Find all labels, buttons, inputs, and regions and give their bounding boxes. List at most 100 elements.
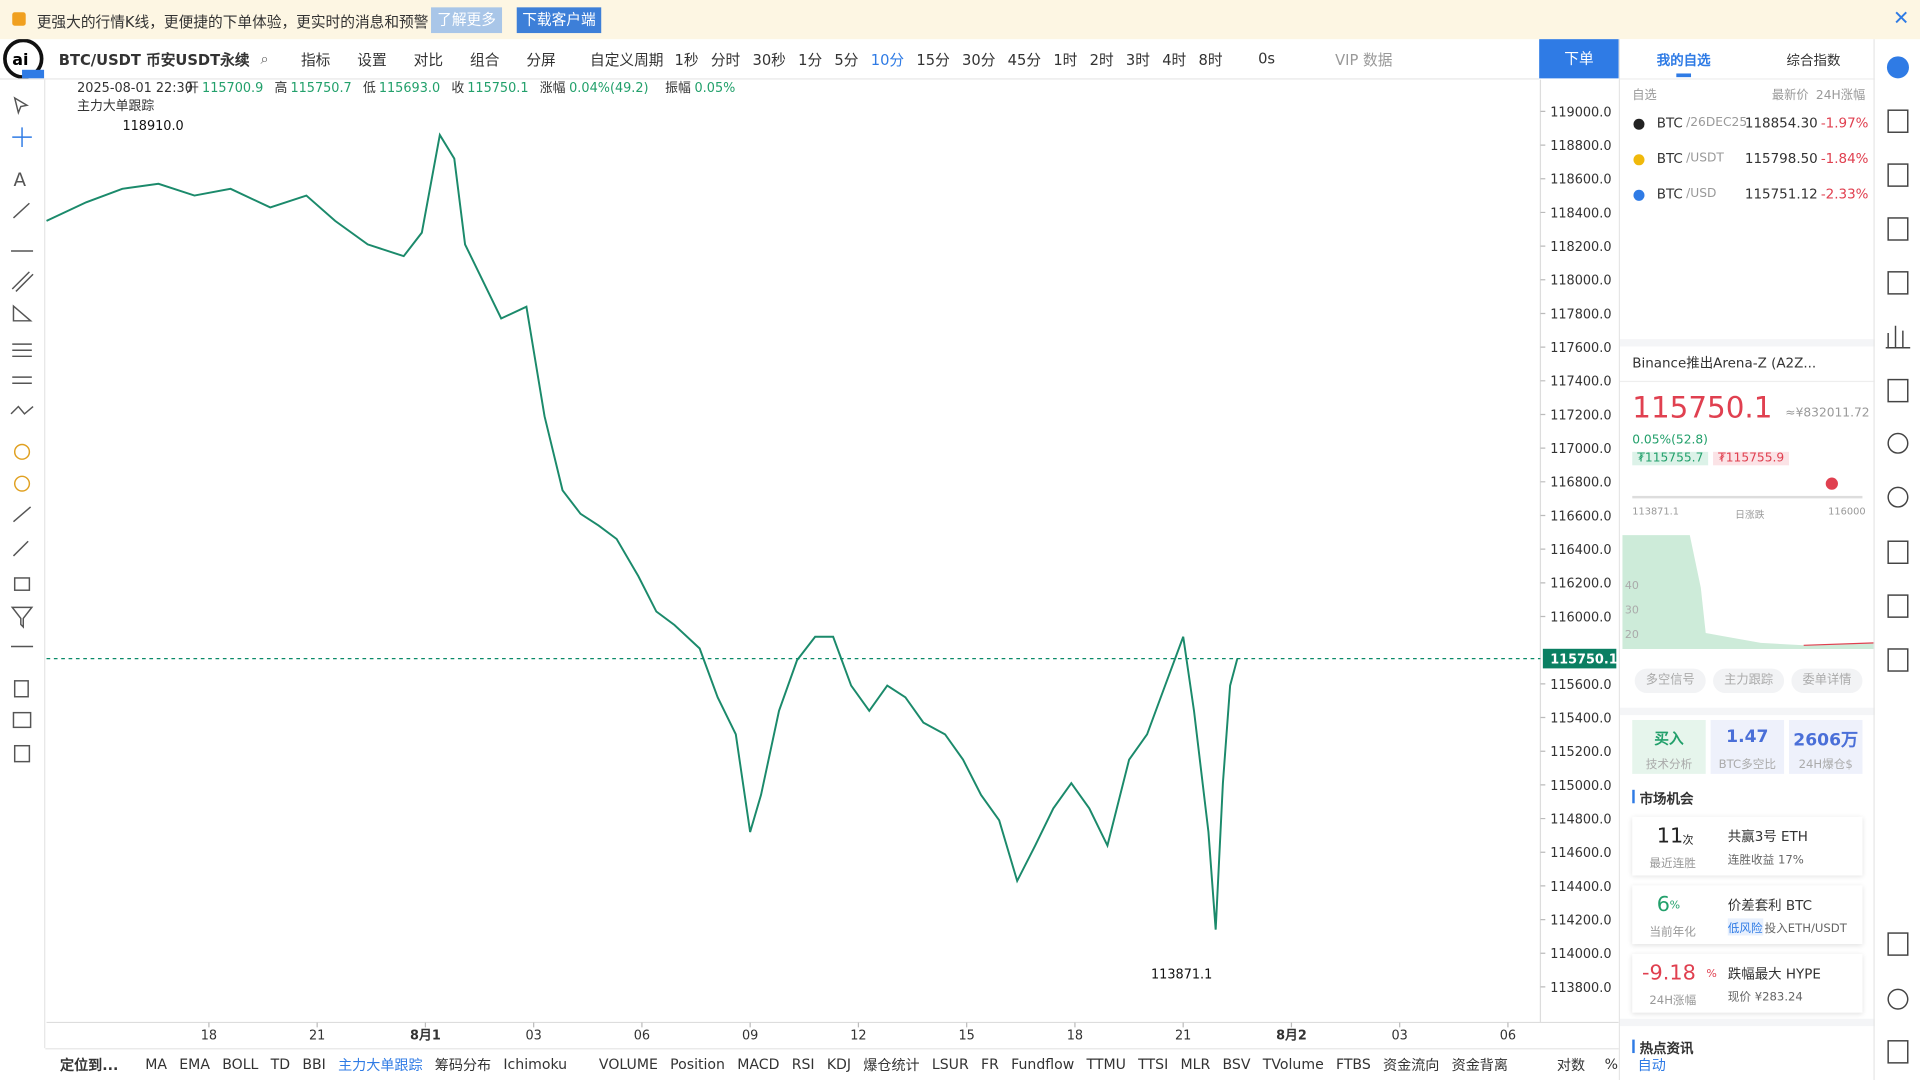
- period-button[interactable]: 10分: [870, 50, 905, 68]
- indicator-button[interactable]: 主力大单跟踪: [338, 1056, 423, 1074]
- period-button[interactable]: 30分: [962, 50, 996, 68]
- indicator-button[interactable]: MLR: [1180, 1055, 1211, 1073]
- y-tick-label: 117600.0: [1550, 341, 1611, 356]
- tab-watchlist[interactable]: 我的自选: [1656, 52, 1711, 69]
- news-ticker[interactable]: Binance推出Arena-Z (A2Z...: [1632, 355, 1817, 372]
- indicator-button[interactable]: FTBS: [1335, 1055, 1371, 1073]
- card-detail: 投入ETH/USDT: [1764, 922, 1847, 936]
- tool-button[interactable]: 指标: [300, 50, 331, 68]
- y-tick-label: 115400.0: [1550, 711, 1611, 726]
- indicator-button[interactable]: EMA: [179, 1055, 210, 1073]
- learn-more-button[interactable]: 了解更多: [431, 7, 503, 34]
- period-button[interactable]: 1时: [1053, 50, 1078, 68]
- period-button[interactable]: 5分: [834, 50, 859, 68]
- ohlc-time: 2025-08-01 22:30: [77, 81, 193, 96]
- row-quote: /USDT: [1686, 151, 1724, 166]
- indicator-button[interactable]: 资金流向: [1383, 1056, 1440, 1074]
- scale-option[interactable]: %: [1604, 1055, 1619, 1073]
- signal-button[interactable]: 委单详情: [1791, 668, 1863, 694]
- indicator-button[interactable]: BBI: [302, 1055, 326, 1073]
- range-low: 113871.1: [1632, 505, 1679, 517]
- indicator-button[interactable]: Position: [670, 1055, 725, 1073]
- indicator-button[interactable]: FR: [981, 1055, 999, 1073]
- indicator-button[interactable]: LSUR: [931, 1055, 969, 1073]
- search-icon[interactable]: ⌕: [260, 49, 269, 67]
- indicator-button[interactable]: TD: [270, 1055, 291, 1073]
- stat-box: [1710, 720, 1785, 774]
- indicator-button[interactable]: Fundflow: [1011, 1055, 1075, 1073]
- symbol[interactable]: BTC/USDT 币安USDT永续: [58, 50, 250, 68]
- order-button[interactable]: 下单: [1539, 39, 1619, 79]
- opportunity-card[interactable]: 11 次最近连胜 共赢3号 ETH 连胜收益 17%: [1632, 816, 1863, 876]
- x-tick-label: 06: [1500, 1029, 1516, 1044]
- opportunity-card[interactable]: -9.18% 24H涨幅 跌幅最大 HYPE 现价 ¥283.24: [1632, 953, 1863, 1013]
- indicator-button[interactable]: TTMU: [1086, 1055, 1126, 1073]
- indicator-button[interactable]: 爆仓统计: [863, 1056, 920, 1074]
- tab-index[interactable]: 综合指数: [1786, 52, 1841, 69]
- close-button[interactable]: ✕: [1893, 6, 1910, 30]
- period-button[interactable]: 4时: [1162, 50, 1187, 68]
- card-unit: 次: [1682, 835, 1694, 848]
- indicator-button[interactable]: TTSI: [1138, 1055, 1169, 1073]
- row-base[interactable]: BTC: [1656, 186, 1683, 203]
- tool-button[interactable]: 组合: [469, 50, 500, 68]
- last-price-label: 115750.1: [1550, 652, 1617, 667]
- x-tick-label: 09: [742, 1029, 758, 1044]
- locate[interactable]: 定位到...: [60, 1056, 119, 1074]
- indicator-button[interactable]: 资金背离: [1451, 1056, 1508, 1074]
- y-tick-label: 114200.0: [1550, 913, 1611, 928]
- y-tick-label: 114600.0: [1550, 846, 1611, 861]
- indicator-button[interactable]: Ichimoku: [503, 1055, 568, 1073]
- ohlc-label: 高: [275, 80, 288, 96]
- depth-tick: 40: [1625, 579, 1639, 592]
- indicator-bar: 定位到... MA EMA BOLL TD BBI 主力大单跟踪 筹码分布 Ichimoku V…: [45, 1048, 1666, 1081]
- opportunity-card[interactable]: 6% 当前年化 价差套利 BTC 低风险 投入ETH/USDT: [1632, 885, 1863, 945]
- indicator-button[interactable]: VOLUME: [598, 1055, 658, 1073]
- period-button[interactable]: 1分: [798, 50, 823, 68]
- scale-option[interactable]: 对数: [1556, 1056, 1586, 1074]
- ohlc-label: 收: [451, 81, 464, 96]
- download-button[interactable]: 下载客户端: [516, 7, 602, 34]
- plot-area: [46, 79, 1541, 1023]
- period-button[interactable]: 15分: [916, 50, 950, 68]
- period-button[interactable]: 3时: [1125, 50, 1150, 68]
- indicator-button[interactable]: BOLL: [222, 1055, 259, 1073]
- scale-option[interactable]: 自动: [1637, 1056, 1666, 1074]
- indicator-button[interactable]: KDJ: [826, 1055, 852, 1073]
- period-button[interactable]: 1秒: [674, 50, 699, 68]
- vip-data[interactable]: VIP 数据: [1335, 50, 1393, 68]
- tool-button[interactable]: 对比: [413, 50, 444, 68]
- period-button[interactable]: 2时: [1089, 50, 1114, 68]
- col-price: 最新价: [1771, 89, 1809, 103]
- indicator-button[interactable]: TVolume: [1262, 1055, 1324, 1073]
- period-button[interactable]: 30秒: [752, 50, 786, 68]
- x-tick-label: 21: [309, 1029, 325, 1044]
- signal-button[interactable]: 主力跟踪: [1713, 668, 1785, 694]
- indicator-button[interactable]: RSI: [791, 1055, 815, 1073]
- row-base[interactable]: BTC: [1656, 150, 1683, 167]
- card-name: 共赢3号 ETH: [1727, 828, 1808, 845]
- indicator-button[interactable]: MA: [145, 1055, 168, 1073]
- period-button[interactable]: 分时: [710, 50, 741, 68]
- tool-button[interactable]: 设置: [357, 50, 387, 68]
- y-tick-label: 118600.0: [1550, 173, 1611, 188]
- y-tick-label: 118400.0: [1550, 206, 1611, 221]
- stat-box: [1788, 720, 1863, 774]
- period-button[interactable]: 8时: [1198, 50, 1223, 68]
- signal-button[interactable]: 多空信号: [1634, 668, 1706, 694]
- ohlc-label: 低: [363, 81, 376, 96]
- filter[interactable]: 自选: [1632, 89, 1657, 103]
- ohlc-value: 0.04%(49.2): [569, 81, 648, 96]
- indicator-button[interactable]: MACD: [737, 1055, 780, 1073]
- custom-period[interactable]: 自定义周期: [590, 50, 664, 68]
- indicator-button[interactable]: BSV: [1222, 1055, 1251, 1073]
- last-price: 115750.1: [1632, 390, 1773, 425]
- period-button[interactable]: 45分: [1007, 50, 1042, 68]
- price-line: [46, 132, 1239, 930]
- tool-button[interactable]: 分屏: [526, 50, 556, 68]
- indicator-button[interactable]: 筹码分布: [434, 1056, 492, 1074]
- card-unit: %: [1706, 968, 1717, 981]
- row-base[interactable]: BTC: [1656, 115, 1683, 132]
- card-caption: 当前年化: [1649, 925, 1696, 940]
- high-label: 118910.0: [122, 119, 183, 134]
